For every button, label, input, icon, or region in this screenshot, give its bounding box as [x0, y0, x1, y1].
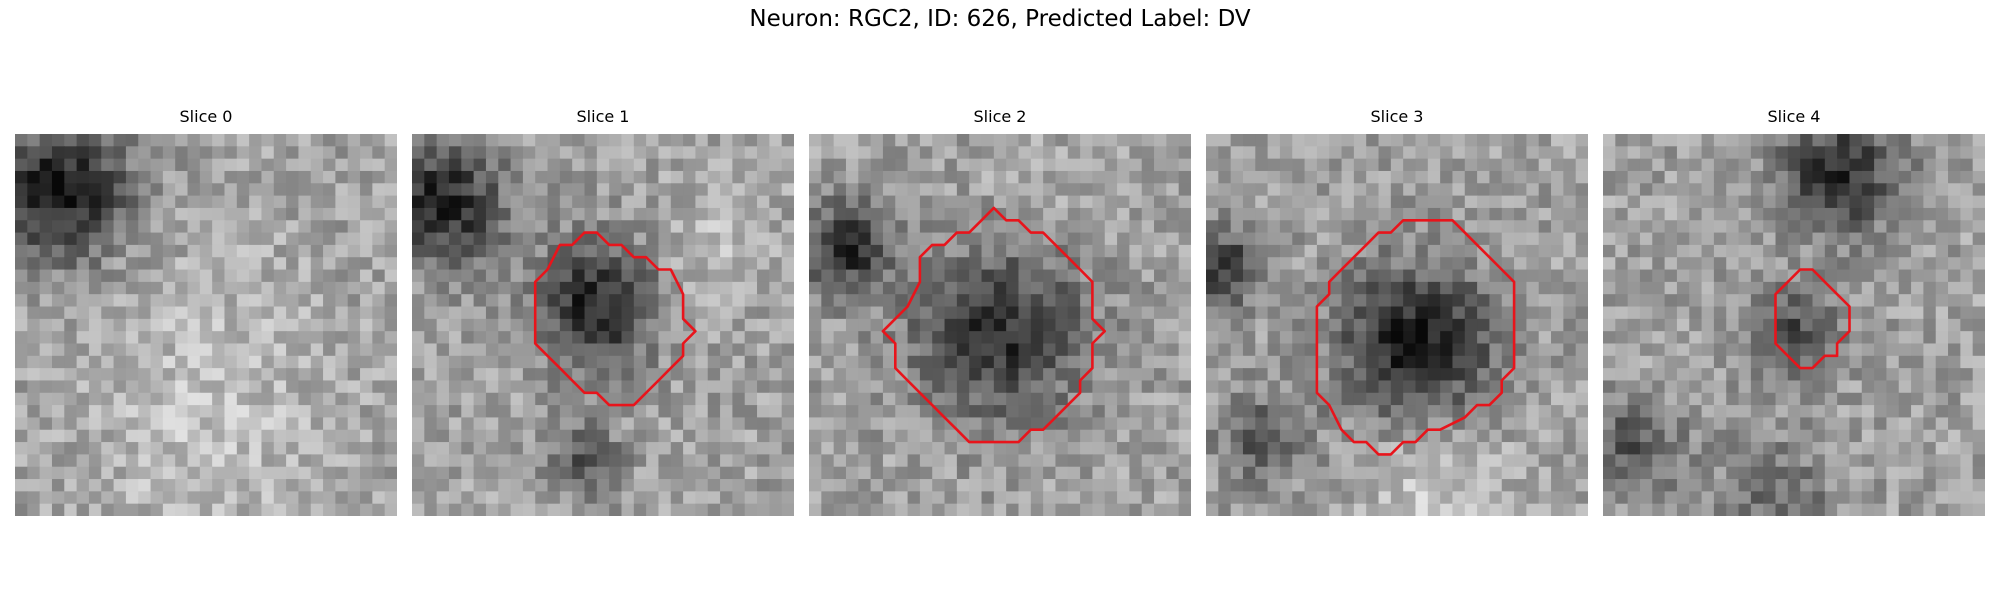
- slice-panel-0: Slice 0: [15, 106, 397, 516]
- slice-image: [412, 134, 794, 516]
- slice-title: Slice 3: [1370, 107, 1424, 126]
- figure-title: Neuron: RGC2, ID: 626, Predicted Label: …: [749, 6, 1251, 32]
- slice-panel-1: Slice 1: [412, 106, 794, 516]
- roi-contour: [533, 231, 697, 407]
- slice-panel-4: Slice 4: [1603, 106, 1985, 516]
- slice-title: Slice 1: [576, 107, 630, 126]
- slice-image: [15, 134, 397, 516]
- roi-contour: [1774, 268, 1851, 370]
- roi-contour: [881, 206, 1107, 444]
- slice-image: [1206, 134, 1588, 516]
- slice-title: Slice 4: [1767, 107, 1821, 126]
- roi-contour: [1315, 219, 1516, 456]
- slice-title: Slice 0: [179, 107, 233, 126]
- slice-image: [1603, 134, 1985, 516]
- slice-panel-2: Slice 2: [809, 106, 1191, 516]
- slice-title: Slice 2: [973, 107, 1027, 126]
- slice-panel-3: Slice 3: [1206, 106, 1588, 516]
- slice-image: [809, 134, 1191, 516]
